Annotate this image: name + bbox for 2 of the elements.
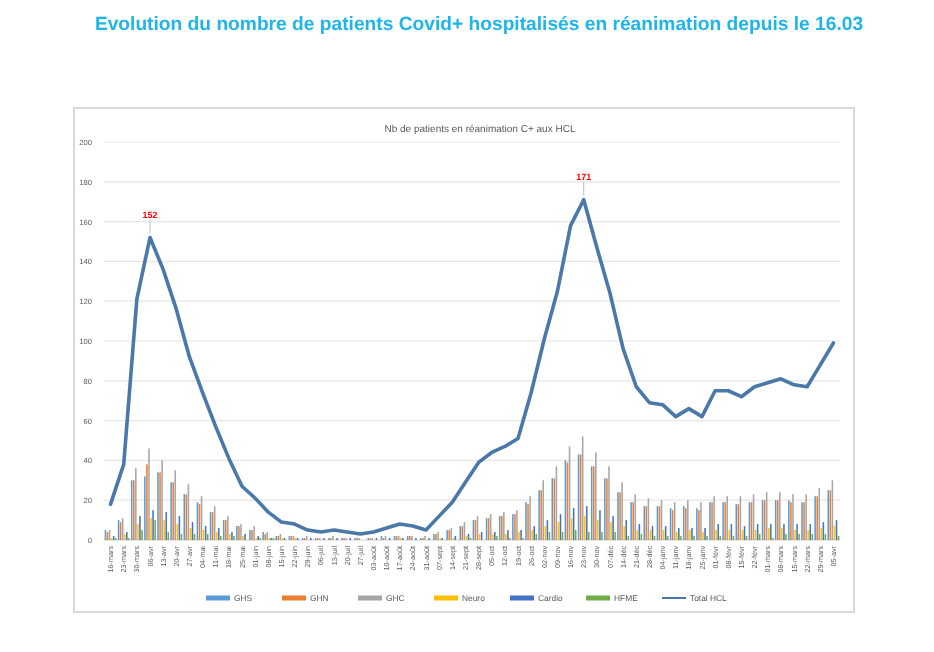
line-series — [108, 197, 836, 536]
chart-title: Evolution du nombre de patients Covid+ hospitalisés en réanimation depuis le 16.03 — [94, 14, 864, 36]
